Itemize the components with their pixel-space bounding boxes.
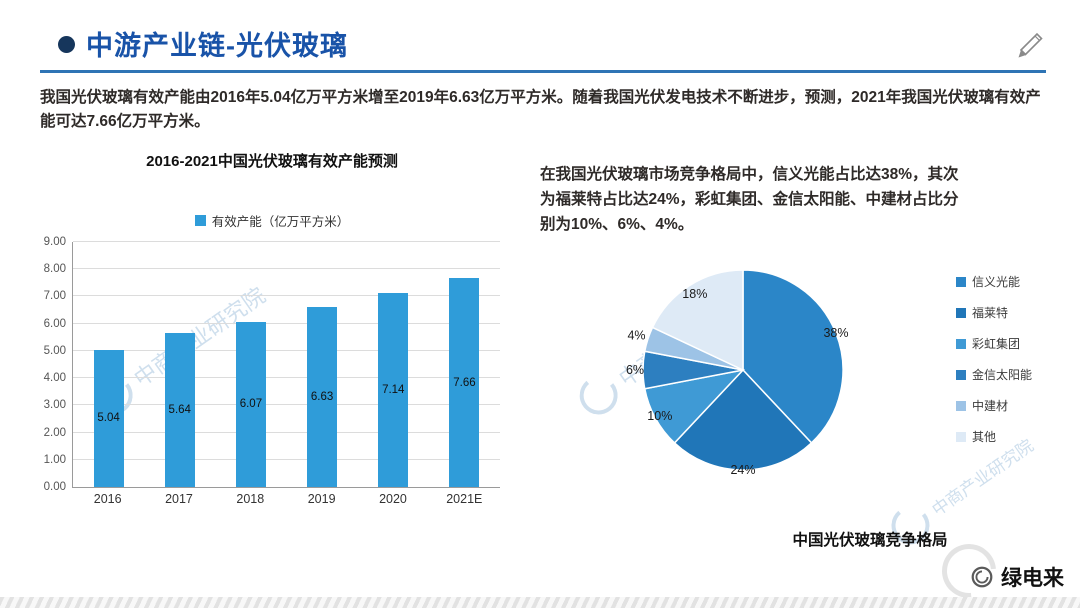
bar-chart-title: 2016-2021中国光伏玻璃有效产能预测 xyxy=(146,153,398,170)
bar-x-axis: 2016 2017 2018 2019 2020 2021E xyxy=(72,492,500,506)
bullet-dot xyxy=(58,36,75,53)
brand-name: 绿电来 xyxy=(1001,567,1064,590)
legend-label: 信义光能 xyxy=(972,275,1021,289)
brand-logo-icon xyxy=(971,566,993,588)
legend-swatch xyxy=(956,431,966,442)
pie-legend-item: 福莱特 xyxy=(956,304,1032,321)
bar-value-label: 5.04 xyxy=(97,412,120,425)
bar-slot: 7.66 xyxy=(429,242,500,487)
legend-label: 福莱特 xyxy=(972,306,1009,320)
x-tick-label: 2019 xyxy=(307,492,336,506)
competition-text: 在我国光伏玻璃市场竞争格局中，信义光能占比达38%，其次为福莱特占比达24%，彩… xyxy=(540,166,959,233)
legend-swatch xyxy=(956,338,966,349)
legend-label: 金信太阳能 xyxy=(972,368,1033,382)
legend-swatch xyxy=(956,400,966,411)
pie-chart-svg: 38% 24% 10% 6% 4% 18% xyxy=(626,269,849,477)
y-tick-label: 7.00 xyxy=(43,290,66,303)
bar-chart: 2016-2021中国光伏玻璃有效产能预测 有效产能（亿万平方米） 0.00 1.… xyxy=(36,150,508,532)
bar-slot: 6.07 xyxy=(215,242,286,487)
pie-legend-item: 中建材 xyxy=(956,397,1032,414)
bottom-stripe xyxy=(0,597,1080,608)
bar-legend-label: 有效产能（亿万平方米） xyxy=(211,215,350,229)
y-tick-label: 4.00 xyxy=(43,372,66,385)
y-tick-label: 2.00 xyxy=(43,426,66,439)
legend-label: 中建材 xyxy=(972,399,1009,413)
pen-icon xyxy=(1012,28,1048,65)
pie-slice xyxy=(742,269,844,444)
y-tick-label: 5.00 xyxy=(43,344,66,357)
pie-percent-label: 38% xyxy=(823,326,848,340)
bar-value-label: 5.64 xyxy=(168,404,191,417)
y-tick-label: 3.00 xyxy=(43,399,66,412)
gridline xyxy=(73,268,500,270)
gridline xyxy=(73,377,500,379)
pie-legend-item: 其他 xyxy=(956,428,1032,445)
pie-percent-label: 6% xyxy=(626,363,644,377)
bar: 5.64 xyxy=(164,333,195,487)
brand: 绿电来 xyxy=(969,562,1064,592)
legend-swatch xyxy=(956,369,966,380)
bar-value-label: 6.07 xyxy=(239,398,263,411)
legend-swatch xyxy=(956,276,966,287)
bar-plot: 5.04 5.64 6.07 6.63 7.14 7.66 xyxy=(72,241,500,488)
bar: 6.63 xyxy=(307,306,338,487)
gridline xyxy=(73,349,500,351)
x-tick-label: 2018 xyxy=(236,492,265,506)
pie-chart-title: 中国光伏玻璃竞争格局 xyxy=(792,532,948,549)
bar-series: 5.04 5.64 6.07 6.63 7.14 7.66 xyxy=(73,242,500,487)
y-tick-label: 8.00 xyxy=(43,263,66,276)
pie-slice xyxy=(673,368,813,471)
pie-chart: 38% 24% 10% 6% 4% 18% 信义光能福莱特彩虹集团金信太阳能中建材其他 xyxy=(560,243,1070,543)
y-tick-label: 0.00 xyxy=(43,481,66,493)
pie-legend: 信义光能福莱特彩虹集团金信太阳能中建材其他 xyxy=(956,273,1032,445)
bar: 7.66 xyxy=(449,278,480,487)
pie-legend-item: 彩虹集团 xyxy=(956,335,1032,352)
pie-legend-item: 信义光能 xyxy=(956,273,1032,290)
gridline xyxy=(73,295,500,297)
legend-label: 彩虹集团 xyxy=(972,337,1021,351)
x-tick-label: 2021E xyxy=(446,492,483,506)
bar-legend-swatch xyxy=(194,215,206,226)
bar-slot: 5.64 xyxy=(144,242,215,487)
y-tick-label: 6.00 xyxy=(43,317,66,330)
bar-value-label: 6.63 xyxy=(310,390,334,403)
legend-swatch xyxy=(956,307,966,318)
intro-text: 我国光伏玻璃有效产能由2016年5.04亿万平方米增至2019年6.63亿万平方… xyxy=(40,89,1041,131)
gridline xyxy=(73,322,500,324)
y-tick-label: 9.00 xyxy=(43,236,66,248)
title-underline xyxy=(40,70,1046,73)
y-tick-label: 1.00 xyxy=(43,453,66,466)
bar: 6.07 xyxy=(235,321,266,487)
legend-label: 其他 xyxy=(972,430,997,444)
gridline xyxy=(73,404,500,406)
bar-slot: 7.14 xyxy=(358,242,429,487)
bar: 7.14 xyxy=(378,292,409,487)
gridline xyxy=(73,241,500,242)
bar-slot: 5.04 xyxy=(73,242,144,487)
gridline xyxy=(73,458,500,460)
x-tick-label: 2016 xyxy=(93,492,122,506)
bar-value-label: 7.14 xyxy=(382,383,405,396)
pie-percent-label: 10% xyxy=(647,409,672,423)
pie-slice xyxy=(651,269,744,372)
pie-legend-item: 金信太阳能 xyxy=(956,366,1032,383)
bar-slot: 6.63 xyxy=(287,242,358,487)
bar-y-axis: 0.00 1.00 2.00 3.00 4.00 5.00 6.00 7.00 8.00 9.00 xyxy=(36,236,70,493)
page-title: 中游产业链-光伏玻璃 xyxy=(86,31,348,61)
pie-percent-label: 4% xyxy=(627,328,645,342)
pie-percent-label: 24% xyxy=(730,463,755,477)
bar: 5.04 xyxy=(93,349,124,487)
bar-chart-legend: 有效产能（亿万平方米） xyxy=(36,211,508,230)
bar-chart-area: 0.00 1.00 2.00 3.00 4.00 5.00 6.00 7.00 8.00 9.00… xyxy=(36,236,508,532)
gridline xyxy=(73,431,500,433)
x-tick-label: 2017 xyxy=(165,492,193,506)
bar-value-label: 7.66 xyxy=(453,376,476,389)
pie-percent-label: 18% xyxy=(682,287,707,301)
x-tick-label: 2020 xyxy=(379,492,407,506)
